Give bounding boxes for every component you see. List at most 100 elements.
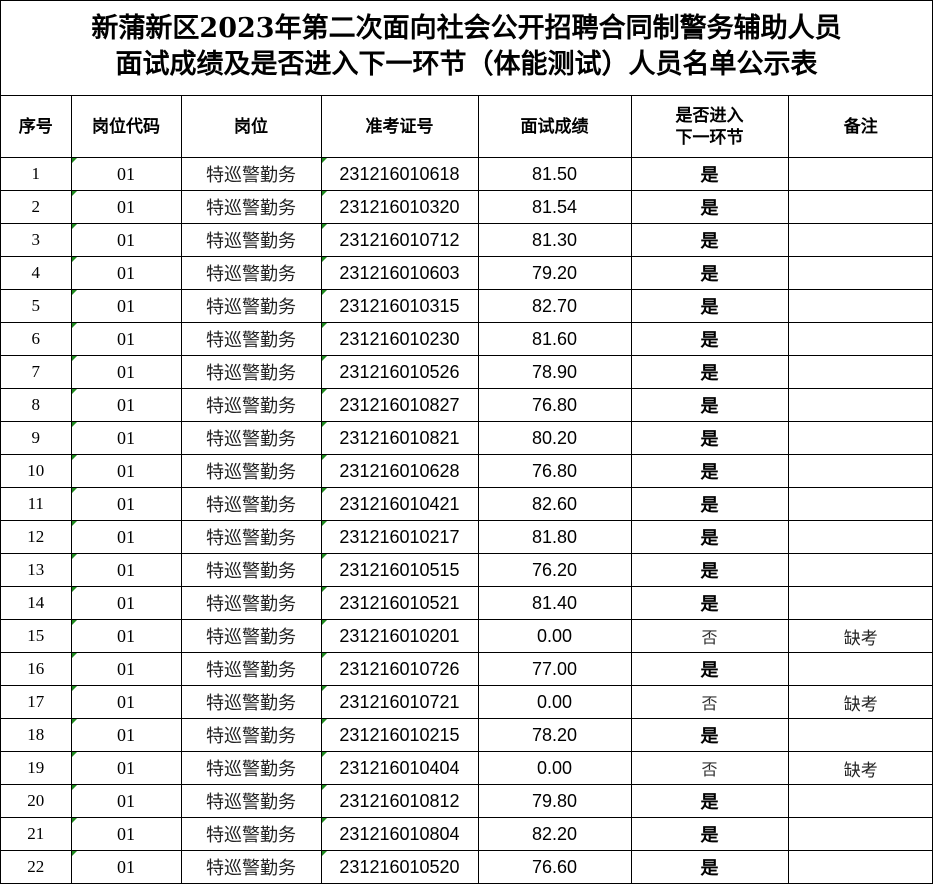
cell-note[interactable]	[787, 355, 933, 389]
cell-post[interactable]: 特巡警勤务	[180, 256, 322, 290]
cell-code[interactable]: 01	[70, 256, 182, 290]
cell-advance[interactable]: 是	[630, 652, 789, 686]
cell-score[interactable]: 81.80	[477, 520, 632, 554]
cell-note[interactable]	[787, 487, 933, 521]
cell-post[interactable]: 特巡警勤务	[180, 388, 322, 422]
cell-post[interactable]: 特巡警勤务	[180, 157, 322, 191]
cell-code[interactable]: 01	[70, 718, 182, 752]
cell-score[interactable]: 78.20	[477, 718, 632, 752]
cell-advance[interactable]: 是	[630, 586, 789, 620]
cell-id[interactable]: 231216010526	[320, 355, 479, 389]
cell-score[interactable]: 81.40	[477, 586, 632, 620]
cell-score[interactable]: 78.90	[477, 355, 632, 389]
cell-post[interactable]: 特巡警勤务	[180, 619, 322, 653]
cell-advance[interactable]: 是	[630, 553, 789, 587]
cell-advance[interactable]: 是	[630, 322, 789, 356]
cell-score[interactable]: 77.00	[477, 652, 632, 686]
cell-id[interactable]: 231216010515	[320, 553, 479, 587]
cell-no[interactable]: 20	[1, 784, 72, 818]
header-id[interactable]: 准考证号	[320, 96, 479, 158]
cell-code[interactable]: 01	[70, 421, 182, 455]
cell-note[interactable]	[787, 784, 933, 818]
cell-score[interactable]: 81.54	[477, 190, 632, 224]
cell-advance[interactable]: 是	[630, 388, 789, 422]
cell-note[interactable]: 缺考	[787, 751, 933, 785]
cell-id[interactable]: 231216010521	[320, 586, 479, 620]
cell-no[interactable]: 16	[1, 652, 72, 686]
cell-post[interactable]: 特巡警勤务	[180, 553, 322, 587]
cell-code[interactable]: 01	[70, 157, 182, 191]
cell-note[interactable]: 缺考	[787, 685, 933, 719]
cell-note[interactable]	[787, 586, 933, 620]
cell-code[interactable]: 01	[70, 652, 182, 686]
cell-code[interactable]: 01	[70, 784, 182, 818]
cell-post[interactable]: 特巡警勤务	[180, 487, 322, 521]
cell-post[interactable]: 特巡警勤务	[180, 520, 322, 554]
cell-post[interactable]: 特巡警勤务	[180, 190, 322, 224]
cell-score[interactable]: 76.80	[477, 454, 632, 488]
cell-code[interactable]: 01	[70, 289, 182, 323]
cell-post[interactable]: 特巡警勤务	[180, 850, 322, 884]
cell-no[interactable]: 7	[1, 355, 72, 389]
cell-score[interactable]: 76.60	[477, 850, 632, 884]
cell-advance[interactable]: 是	[630, 421, 789, 455]
header-score[interactable]: 面试成绩	[477, 96, 632, 158]
cell-no[interactable]: 12	[1, 520, 72, 554]
cell-code[interactable]: 01	[70, 520, 182, 554]
cell-code[interactable]: 01	[70, 619, 182, 653]
header-no[interactable]: 序号	[1, 96, 72, 158]
cell-id[interactable]: 231216010628	[320, 454, 479, 488]
cell-note[interactable]	[787, 421, 933, 455]
cell-id[interactable]: 231216010320	[320, 190, 479, 224]
cell-note[interactable]	[787, 322, 933, 356]
cell-score[interactable]: 0.00	[477, 751, 632, 785]
cell-id[interactable]: 231216010618	[320, 157, 479, 191]
cell-code[interactable]: 01	[70, 586, 182, 620]
cell-post[interactable]: 特巡警勤务	[180, 751, 322, 785]
header-note[interactable]: 备注	[787, 96, 933, 158]
cell-advance[interactable]: 是	[630, 355, 789, 389]
cell-code[interactable]: 01	[70, 487, 182, 521]
cell-no[interactable]: 13	[1, 553, 72, 587]
cell-no[interactable]: 18	[1, 718, 72, 752]
cell-id[interactable]: 231216010520	[320, 850, 479, 884]
cell-note[interactable]	[787, 520, 933, 554]
cell-code[interactable]: 01	[70, 817, 182, 851]
cell-advance[interactable]: 是	[630, 817, 789, 851]
cell-advance[interactable]: 是	[630, 256, 789, 290]
cell-no[interactable]: 4	[1, 256, 72, 290]
cell-note[interactable]	[787, 718, 933, 752]
cell-advance[interactable]: 是	[630, 289, 789, 323]
cell-note[interactable]	[787, 850, 933, 884]
cell-post[interactable]: 特巡警勤务	[180, 817, 322, 851]
cell-id[interactable]: 231216010315	[320, 289, 479, 323]
cell-score[interactable]: 81.30	[477, 223, 632, 257]
cell-score[interactable]: 0.00	[477, 619, 632, 653]
cell-code[interactable]: 01	[70, 223, 182, 257]
cell-score[interactable]: 0.00	[477, 685, 632, 719]
cell-advance[interactable]: 是	[630, 157, 789, 191]
cell-id[interactable]: 231216010812	[320, 784, 479, 818]
cell-code[interactable]: 01	[70, 388, 182, 422]
cell-id[interactable]: 231216010404	[320, 751, 479, 785]
cell-score[interactable]: 76.80	[477, 388, 632, 422]
cell-id[interactable]: 231216010804	[320, 817, 479, 851]
cell-note[interactable]	[787, 256, 933, 290]
cell-note[interactable]	[787, 388, 933, 422]
cell-post[interactable]: 特巡警勤务	[180, 421, 322, 455]
cell-note[interactable]	[787, 553, 933, 587]
cell-post[interactable]: 特巡警勤务	[180, 454, 322, 488]
cell-score[interactable]: 81.60	[477, 322, 632, 356]
cell-post[interactable]: 特巡警勤务	[180, 586, 322, 620]
cell-id[interactable]: 231216010827	[320, 388, 479, 422]
cell-score[interactable]: 82.60	[477, 487, 632, 521]
cell-post[interactable]: 特巡警勤务	[180, 652, 322, 686]
cell-no[interactable]: 5	[1, 289, 72, 323]
header-post[interactable]: 岗位	[180, 96, 322, 158]
cell-score[interactable]: 81.50	[477, 157, 632, 191]
cell-no[interactable]: 15	[1, 619, 72, 653]
cell-score[interactable]: 80.20	[477, 421, 632, 455]
cell-no[interactable]: 14	[1, 586, 72, 620]
cell-advance[interactable]: 是	[630, 190, 789, 224]
cell-post[interactable]: 特巡警勤务	[180, 322, 322, 356]
